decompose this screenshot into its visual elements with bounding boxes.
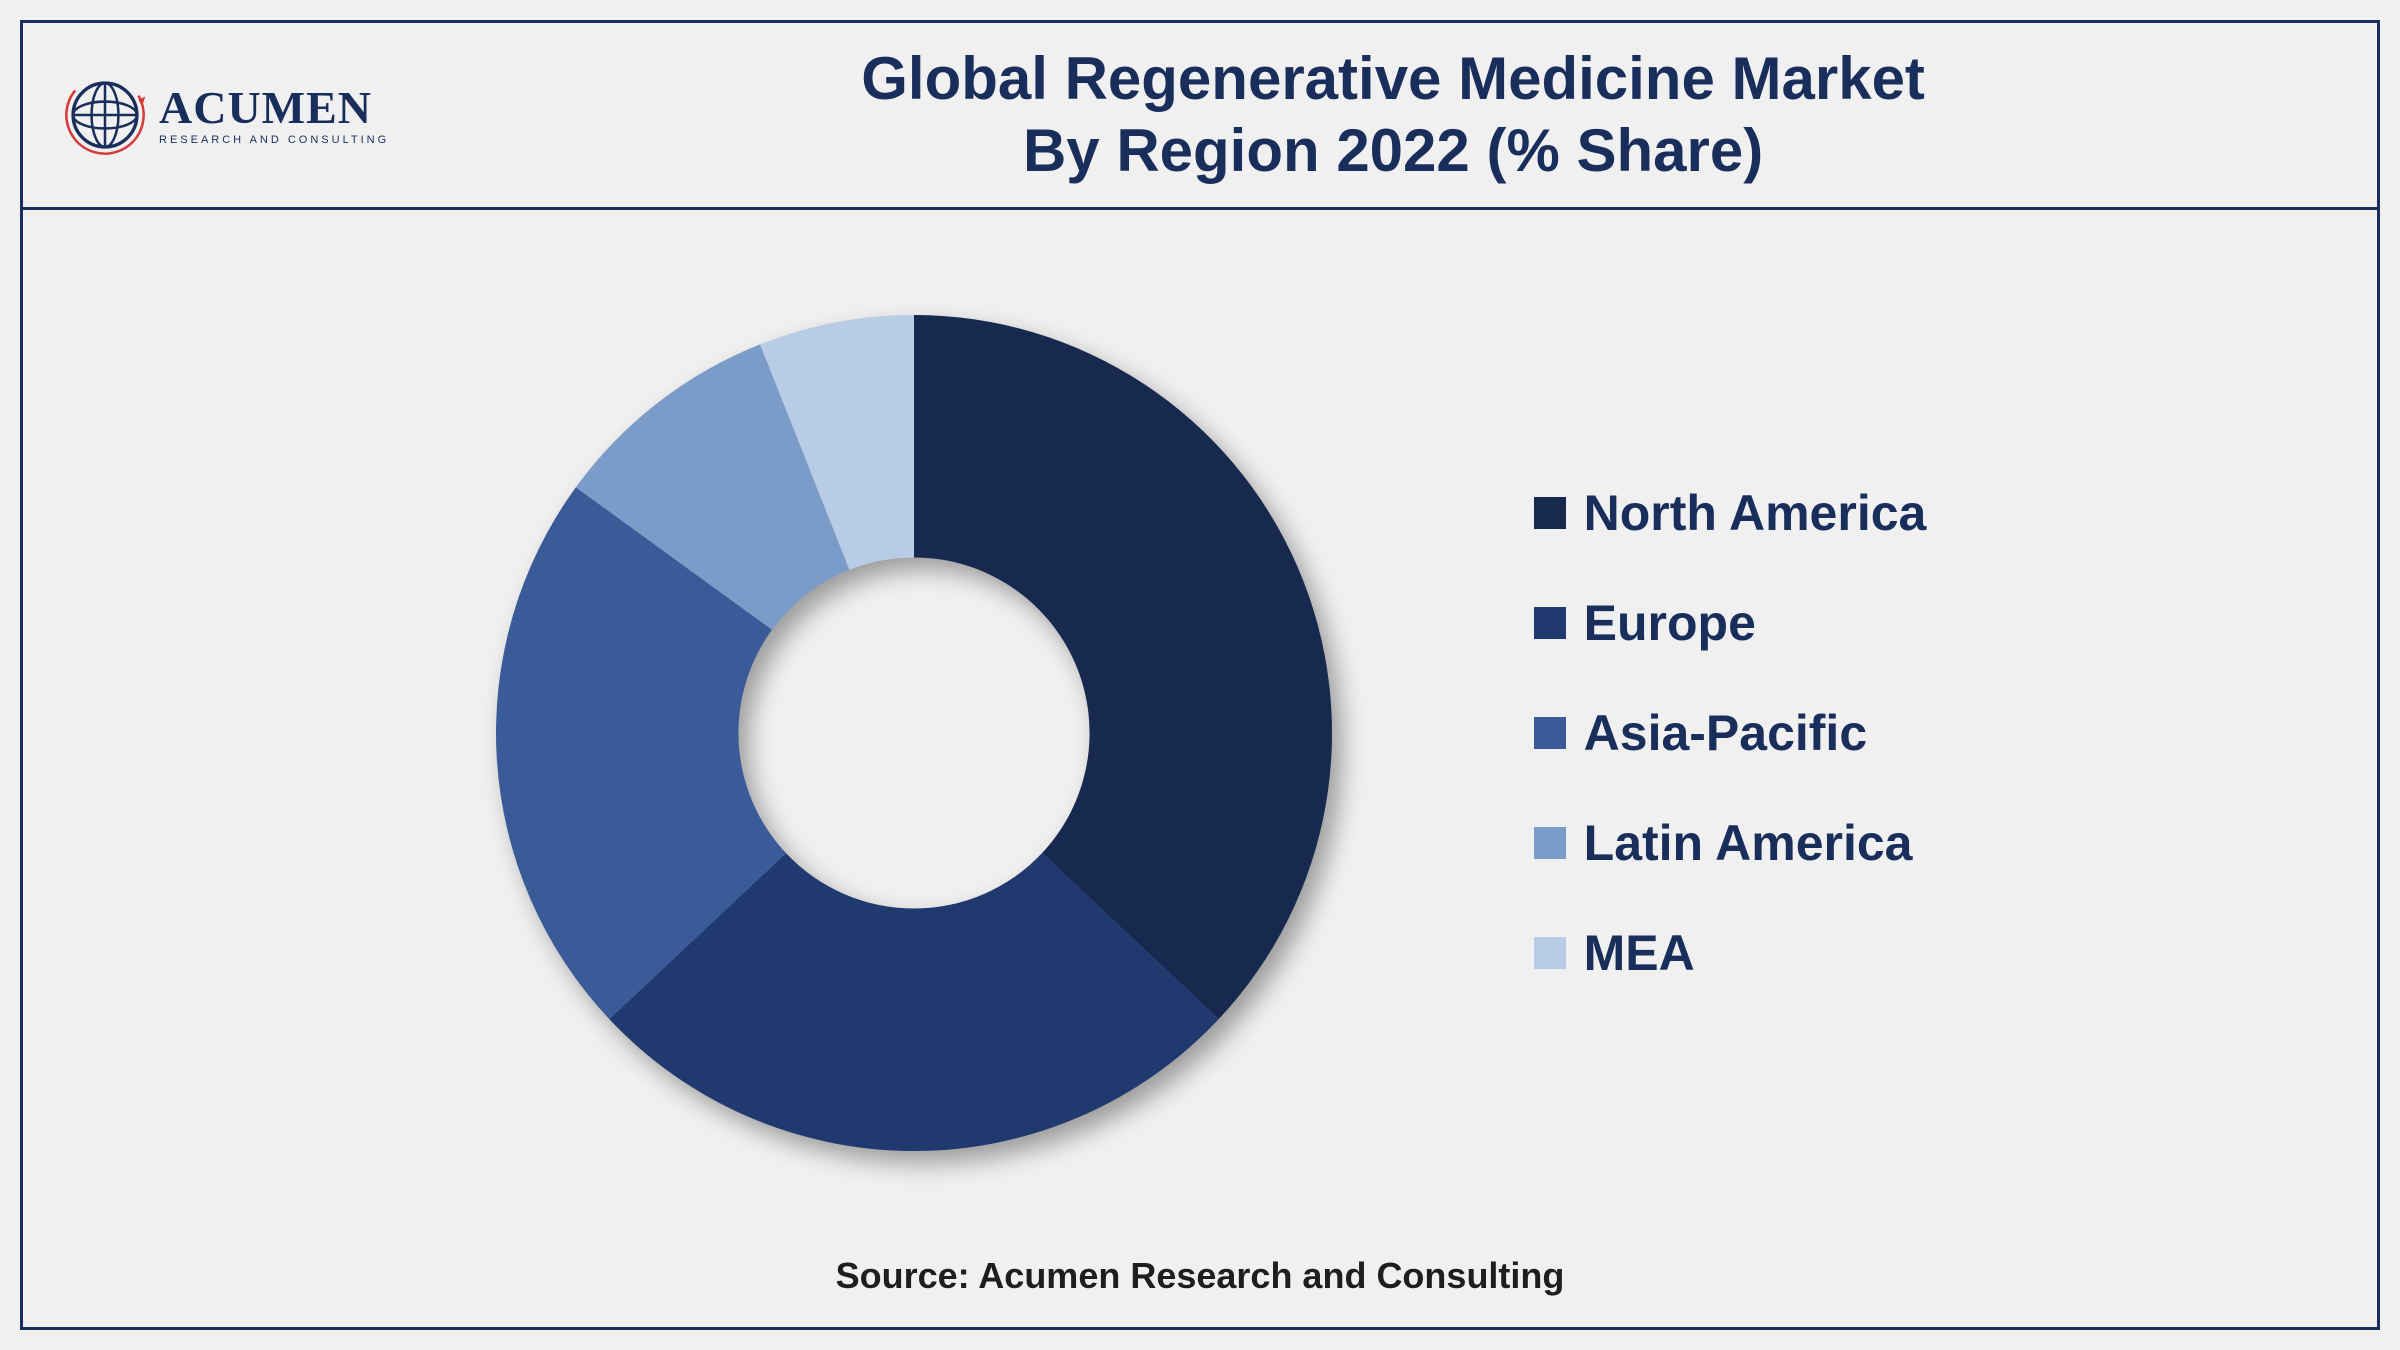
- legend-label: Asia-Pacific: [1584, 704, 1867, 762]
- donut-svg: [474, 293, 1354, 1173]
- legend-item: Asia-Pacific: [1534, 704, 1927, 762]
- acumen-logo: ACUMEN RESEARCH AND CONSULTING: [63, 73, 389, 157]
- legend-label: Europe: [1584, 594, 1756, 652]
- legend-item: North America: [1534, 484, 1927, 542]
- globe-icon: [63, 73, 147, 157]
- logo-name: ACUMEN: [159, 85, 389, 131]
- legend-marker: [1534, 717, 1566, 749]
- title-line-1: Global Regenerative Medicine Market: [449, 43, 2337, 115]
- legend-label: Latin America: [1584, 814, 1913, 872]
- legend: North America Europe Asia-Pacific Latin Ame…: [1534, 484, 1927, 982]
- source-footer: Source: Acumen Research and Consulting: [23, 1235, 2377, 1327]
- legend-label: MEA: [1584, 924, 1695, 982]
- title-line-2: By Region 2022 (% Share): [449, 115, 2337, 187]
- figure-frame: ACUMEN RESEARCH AND CONSULTING Global Re…: [20, 20, 2380, 1330]
- legend-marker: [1534, 497, 1566, 529]
- chart-title: Global Regenerative Medicine Market By R…: [449, 43, 2337, 187]
- logo-subtitle: RESEARCH AND CONSULTING: [159, 135, 389, 146]
- logo-text: ACUMEN RESEARCH AND CONSULTING: [159, 85, 389, 146]
- chart-content: North America Europe Asia-Pacific Latin Ame…: [23, 210, 2377, 1235]
- legend-item: Europe: [1534, 594, 1927, 652]
- legend-marker: [1534, 827, 1566, 859]
- donut-chart: [474, 293, 1354, 1173]
- legend-marker: [1534, 607, 1566, 639]
- legend-marker: [1534, 937, 1566, 969]
- legend-label: North America: [1584, 484, 1927, 542]
- legend-item: MEA: [1534, 924, 1927, 982]
- header: ACUMEN RESEARCH AND CONSULTING Global Re…: [23, 23, 2377, 210]
- legend-item: Latin America: [1534, 814, 1927, 872]
